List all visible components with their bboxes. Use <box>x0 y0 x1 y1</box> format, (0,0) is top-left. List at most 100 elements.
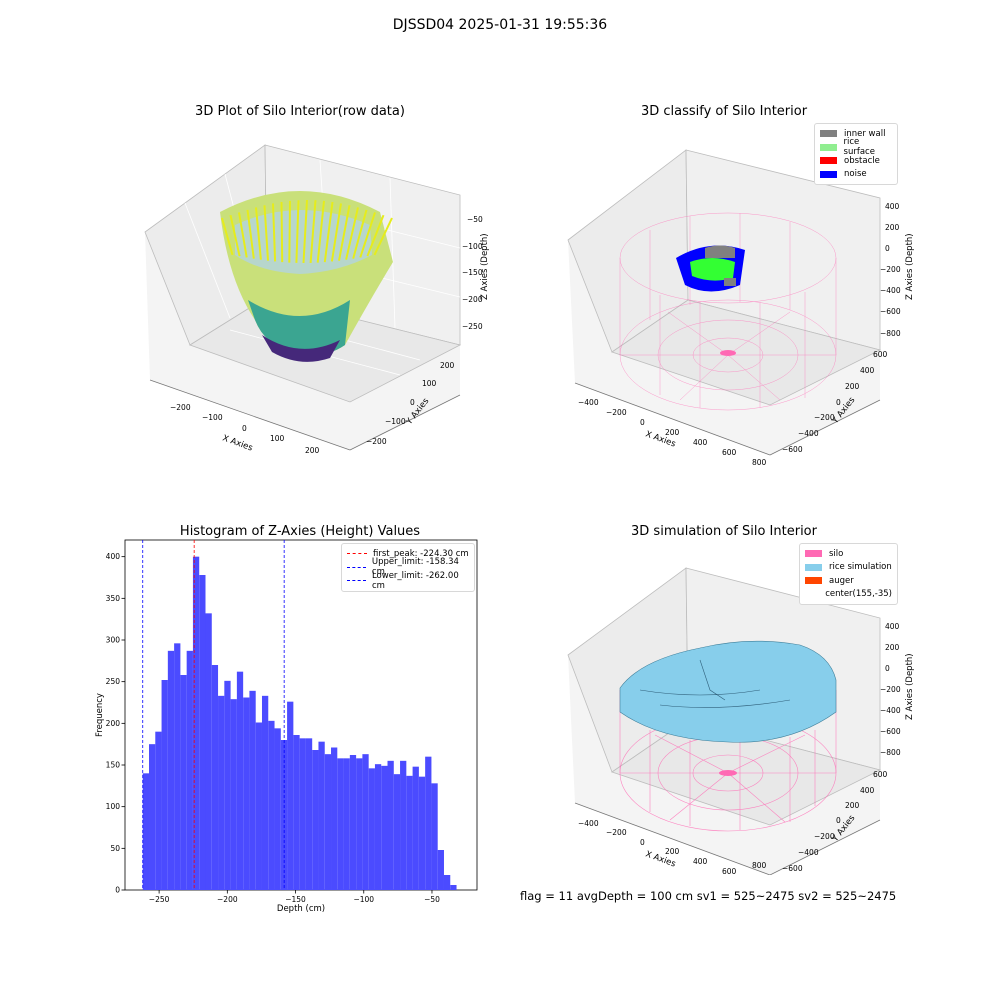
histogram-bar <box>381 765 388 890</box>
histogram-x-ticks: −250 −200 −150 −100 −50 <box>149 890 440 904</box>
histogram-bar <box>186 650 193 890</box>
panel4-z-tick-label: −200 <box>880 685 901 694</box>
bowl-stripe <box>263 205 269 261</box>
histogram-bar <box>387 760 394 890</box>
histogram-y-tick-label: 200 <box>106 719 121 728</box>
legend-item-lower-limit: Lower_limit: -262.00 cm <box>347 570 469 591</box>
histogram-bar <box>243 697 250 890</box>
panel1-z-tick-label: −50 <box>467 215 483 224</box>
histogram-x-tick-label: −50 <box>424 895 440 904</box>
panel4-z-tick-label: 400 <box>885 622 900 631</box>
panel2-z-tick-label: −600 <box>880 307 901 316</box>
panel2-y-tick-label: 200 <box>845 382 860 391</box>
bowl-stripe <box>246 209 255 259</box>
histogram-bar <box>299 738 306 890</box>
histogram-bar <box>337 758 344 890</box>
histogram-bar <box>230 699 237 890</box>
histogram-bar <box>155 731 162 890</box>
panel2-3d-plot: −400 −200 0 200 400 600 800 600 400 200 … <box>567 149 915 467</box>
legend-label: noise <box>844 169 867 180</box>
panel1-x-tick-label: −100 <box>202 413 223 422</box>
bowl-stripe <box>373 217 393 256</box>
panel4-z-tick-label: −400 <box>880 706 901 715</box>
panel4-y-tick-label: −200 <box>814 832 835 841</box>
histogram-bar <box>199 575 206 890</box>
panel4-y-tick-label: 200 <box>845 801 860 810</box>
bowl-stripe <box>295 200 300 263</box>
panel4-x-tick-label: 400 <box>693 857 708 866</box>
panel1-z-axis-label: Z Axies (Depth) <box>480 233 490 300</box>
histogram-x-tick-label: −100 <box>353 895 374 904</box>
histogram-bar <box>400 760 407 890</box>
histogram-bar <box>356 758 363 890</box>
panel2-classified-points <box>676 245 745 292</box>
histogram-bar <box>425 756 432 890</box>
legend-item-inner-wall: inner wall <box>820 127 892 141</box>
histogram-bar <box>450 885 457 890</box>
histogram-reference-lines <box>142 540 285 890</box>
histogram-bar <box>343 758 350 890</box>
legend-label: silo <box>829 548 844 559</box>
legend-label: obstacle <box>844 155 880 166</box>
legend-label: auger <box>829 575 854 586</box>
panel4-x-tick-label: −200 <box>606 828 627 837</box>
histogram-bar <box>349 755 357 890</box>
histogram-bar <box>431 783 438 890</box>
histogram-bar <box>261 695 269 890</box>
legend-line <box>347 580 366 582</box>
legend-label: Lower_limit: -262.00 cm <box>371 570 459 591</box>
panel2-y-tick-label: 600 <box>873 350 888 359</box>
histogram-bar <box>274 728 281 890</box>
histogram-bars <box>142 556 457 890</box>
legend-swatch <box>820 170 837 178</box>
panel1-z-tick-label: −100 <box>462 242 483 251</box>
panel2-z-axis-label: Z Axies (Depth) <box>905 233 915 300</box>
panel1-x-tick-label: 0 <box>242 424 247 433</box>
histogram-bar <box>324 754 332 890</box>
bowl-stripe <box>238 212 248 258</box>
histogram-bar <box>412 766 419 890</box>
histogram-bar <box>205 613 212 890</box>
histogram-bar <box>374 764 382 890</box>
panel4-legend: silo rice simulation auger center(155,-3… <box>799 543 898 605</box>
legend-label: Upper_limit: -158.34 cm <box>371 557 459 578</box>
footer-status-text: flag = 11 avgDepth = 100 cm sv1 = 525~24… <box>520 889 897 903</box>
histogram-bar <box>305 738 313 890</box>
histogram-bar <box>418 776 426 890</box>
legend-item-auger: auger <box>805 574 892 588</box>
panel4-y-tick-label: 400 <box>860 786 875 795</box>
legend-label: rice simulation <box>829 562 892 573</box>
bowl-stripe <box>302 199 308 264</box>
histogram-bar <box>167 650 175 890</box>
bowl-stripe <box>272 203 277 262</box>
panel2-z-tick-label: 0 <box>885 244 890 253</box>
bowl-stripe <box>323 201 334 263</box>
bowl-stripe <box>338 205 351 261</box>
bowl-stripe <box>359 212 376 258</box>
histogram-bar <box>406 775 413 890</box>
bowl-stripe <box>316 200 325 263</box>
panel4-x-tick-label: 200 <box>665 847 680 856</box>
histogram-bar <box>312 750 319 890</box>
bowl-stripe <box>330 203 342 262</box>
histogram-y-tick-label: 350 <box>106 594 121 603</box>
panel2-z-tick-label: −800 <box>880 329 901 338</box>
panel2-x-tick-label: −200 <box>606 408 627 417</box>
panel4-z-tick-label: 200 <box>885 643 900 652</box>
histogram-y-ticks: 0 50 100 150 200 250 300 350 400 <box>106 552 125 895</box>
histogram-bar <box>393 774 401 890</box>
histogram-bar <box>293 735 300 890</box>
panel4-y-tick-label: −600 <box>782 864 803 873</box>
panel4-x-tick-label: −400 <box>578 819 599 828</box>
legend-line <box>347 553 367 555</box>
legend-swatch <box>820 130 837 138</box>
histogram-bar <box>218 695 225 890</box>
legend-item-silo: silo <box>805 547 892 561</box>
panel2-y-tick-label: 400 <box>860 366 875 375</box>
panel4-3d-plot: −400 −200 0 200 400 600 800 600 400 200 … <box>567 567 915 875</box>
histogram-bar <box>318 741 325 890</box>
panel1-z-tick-label: −200 <box>462 295 483 304</box>
panel2-z-tick-label: −400 <box>880 286 901 295</box>
histogram-bar <box>142 773 150 890</box>
histogram-x-tick-label: −200 <box>217 895 238 904</box>
